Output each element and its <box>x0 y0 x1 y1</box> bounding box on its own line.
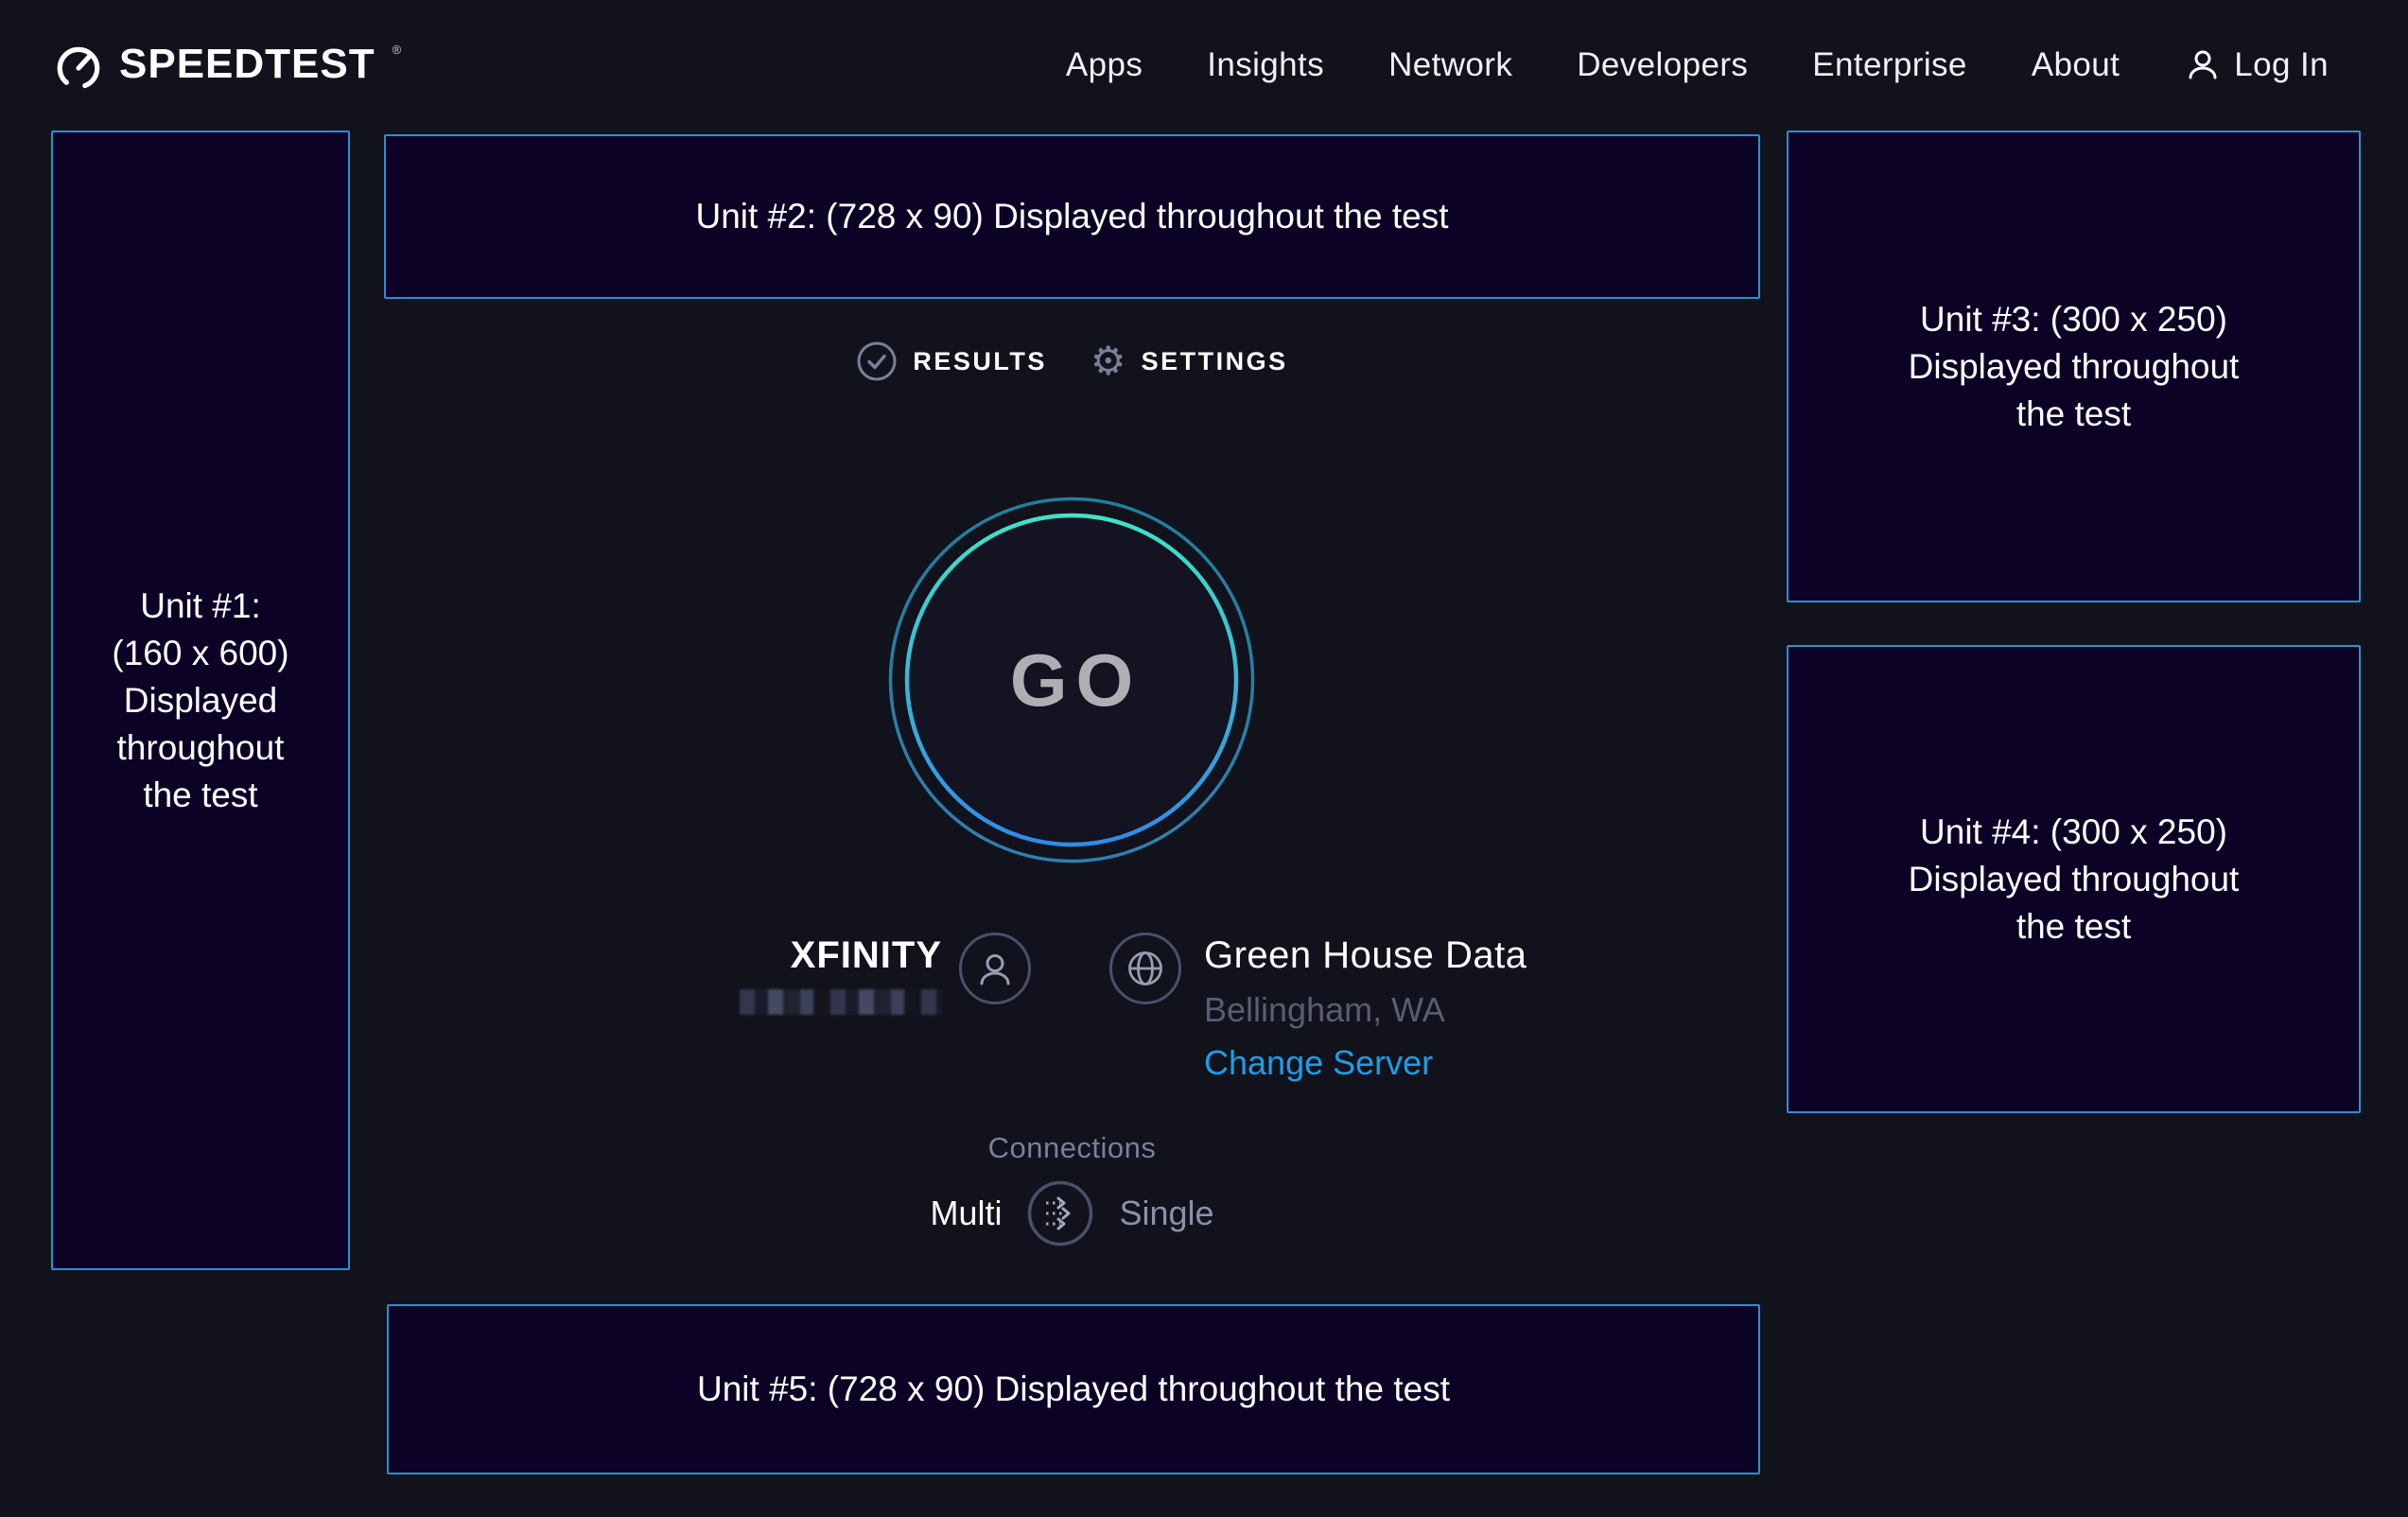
isp-avatar <box>959 933 1031 1004</box>
ad-unit-1-line: (160 x 600) <box>112 633 289 672</box>
nav-menu: Apps Insights Network Developers Enterpr… <box>1066 46 2329 84</box>
ad-unit-1[interactable]: Unit #1: (160 x 600) Displayed throughou… <box>51 131 350 1270</box>
connection-info-row: XFINITY Green House Data Belling <box>384 933 1760 1112</box>
tab-results-label: RESULTS <box>913 346 1047 375</box>
ad-unit-1-line: throughout <box>116 727 285 767</box>
ad-unit-5-text: Unit #5: (728 x 90) Displayed throughout… <box>697 1369 1450 1408</box>
tab-settings[interactable]: ⚙ SETTINGS <box>1091 340 1288 382</box>
logo-text: SPEEDTEST <box>119 41 375 87</box>
user-icon <box>980 954 1010 985</box>
go-button-label: GO <box>1002 637 1142 724</box>
server-location: Bellingham, WA <box>1204 990 1445 1029</box>
login-button[interactable]: Log In <box>2184 46 2329 84</box>
connections-label: Connections <box>987 1131 1157 1164</box>
isp-name: XFINITY <box>790 934 942 976</box>
redacted-ip <box>740 989 942 1015</box>
nav-item-developers[interactable]: Developers <box>1577 46 1749 83</box>
connections-toggle-row: Multi Single <box>384 1179 1760 1247</box>
server-text-block: Green House Data Bellingham, WA Change S… <box>1204 933 1527 1082</box>
ad-unit-3-line: Unit #3: (300 x 250) <box>1920 299 2227 339</box>
nav-item-network[interactable]: Network <box>1388 46 1513 83</box>
change-server-link[interactable]: Change Server <box>1204 1043 1434 1082</box>
nav-item-enterprise[interactable]: Enterprise <box>1812 46 1967 83</box>
ad-unit-3-line: Displayed throughout <box>1908 346 2240 386</box>
ad-unit-1-line: Displayed <box>123 680 278 720</box>
ad-unit-5[interactable]: Unit #5: (728 x 90) Displayed throughout… <box>387 1304 1760 1474</box>
gauge-icon <box>57 46 100 90</box>
ad-unit-4-line: Unit #4: (300 x 250) <box>1920 811 2227 851</box>
ad-unit-1-line: the test <box>143 775 258 814</box>
globe-icon <box>1128 951 1162 985</box>
connections-single-option[interactable]: Single <box>1119 1194 1214 1232</box>
gear-icon: ⚙ <box>1090 338 1126 384</box>
ad-unit-3[interactable]: Unit #3: (300 x 250) Displayed throughou… <box>1787 131 2361 602</box>
tab-settings-label: SETTINGS <box>1141 346 1288 375</box>
ad-unit-3-line: the test <box>2015 393 2132 433</box>
tab-bar: RESULTS ⚙ SETTINGS <box>384 340 1760 382</box>
user-icon <box>2189 50 2217 79</box>
nav-item-apps[interactable]: Apps <box>1065 46 1143 83</box>
connections-multi-option[interactable]: Multi <box>930 1194 1003 1232</box>
nav-item-about[interactable]: About <box>2031 46 2120 83</box>
isp-text-block: XFINITY <box>740 933 942 1015</box>
isp-block: XFINITY <box>740 933 1031 1015</box>
server-globe <box>1109 933 1181 1004</box>
top-nav: SPEEDTEST ® Apps Insights Network Develo… <box>0 0 2408 131</box>
logo-trademark: ® <box>392 43 402 57</box>
go-button[interactable]: GO <box>887 496 1256 864</box>
nav-item-insights[interactable]: Insights <box>1207 46 1325 83</box>
server-name: Green House Data <box>1204 934 1527 976</box>
ad-unit-2[interactable]: Unit #2: (728 x 90) Displayed throughout… <box>384 134 1760 299</box>
ad-unit-2-text: Unit #2: (728 x 90) Displayed throughout… <box>695 197 1449 235</box>
go-button-rings <box>888 497 1255 863</box>
ad-unit-1-line: Unit #1: <box>140 585 261 625</box>
speedtest-logo[interactable]: SPEEDTEST ® <box>53 39 401 92</box>
login-label: Log In <box>2234 46 2329 83</box>
tab-results[interactable]: RESULTS <box>856 340 1047 382</box>
ad-unit-4[interactable]: Unit #4: (300 x 250) Displayed throughou… <box>1787 645 2361 1113</box>
server-block: Green House Data Bellingham, WA Change S… <box>1109 933 1527 1082</box>
ad-unit-4-line: Displayed throughout <box>1908 859 2240 898</box>
connections-toggle-icon[interactable] <box>1026 1179 1094 1247</box>
ad-unit-4-line: the test <box>2015 906 2132 946</box>
check-circle-icon <box>857 341 897 381</box>
